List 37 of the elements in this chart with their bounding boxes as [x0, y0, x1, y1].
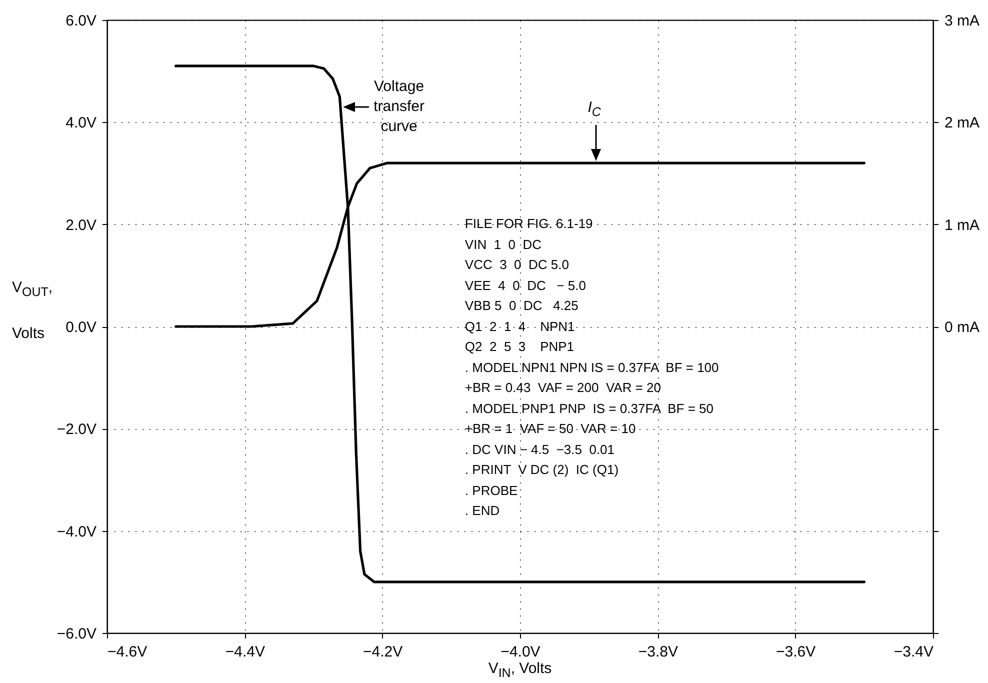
- annotation: I$_{C}$: [588, 99, 601, 120]
- x-tick-label: −4.6V: [108, 644, 148, 660]
- x-tick-label: −4.0V: [500, 644, 540, 660]
- annotation: VCC 3 0 DC 5.0: [464, 256, 570, 274]
- annotation: . END: [464, 502, 501, 520]
- x-axis-title: V$_{IN}$, Volts: [487, 660, 553, 680]
- y-tick-label: −2.0V: [56, 421, 96, 438]
- annotation: . PRINT V DC (2) IC (Q1): [464, 461, 620, 480]
- annotation: +BR = 0.43 VAF = 200 VAR = 20: [464, 379, 662, 398]
- x-tick-label: −3.8V: [638, 644, 678, 660]
- annotation: . DC VIN − 4.5 −3.5 0.01: [464, 440, 616, 459]
- y2-tick-label: 1 mA: [944, 216, 980, 234]
- annotation: VIN 1 0 DC: [464, 236, 542, 254]
- annotation: VEE 4 0 DC − 5.0: [464, 276, 587, 295]
- text: V$_{OUT}$, Volts: [12, 278, 53, 342]
- annotation: Voltage transfer curve: [372, 76, 426, 137]
- y2-tick-label: 3 mA: [944, 12, 980, 30]
- y-tick-label: 4.0V: [66, 114, 96, 132]
- x-tick-label: −4.2V: [363, 644, 403, 660]
- annotation: Q2 2 5 3 PNP1: [464, 338, 576, 356]
- annotation: +BR = 1 VAF = 50 VAR = 10: [464, 420, 637, 438]
- x-tick-label: −4.4V: [225, 644, 265, 660]
- y2-tick-label: 2 mA: [944, 114, 980, 132]
- annotation: FILE FOR FIG. 6.1-19: [464, 215, 594, 234]
- y2-tick-label: 0 mA: [944, 319, 980, 336]
- annotation: Q1 2 1 4 NPN1: [464, 318, 576, 336]
- annotation: . MODEL NPN1 NPN IS = 0.37FA BF = 100: [464, 358, 719, 377]
- y-tick-label: −4.0V: [56, 523, 96, 540]
- x-tick-label: −3.6V: [776, 644, 816, 660]
- x-tick-label: −3.4V: [894, 644, 934, 660]
- annotation: . MODEL PNP1 PNP IS = 0.37FA BF = 50: [464, 400, 714, 418]
- annotation: . PROBE: [464, 482, 519, 500]
- y-tick-label: 6.0V: [66, 12, 96, 30]
- annotation: VBB 5 0 DC 4.25: [464, 297, 580, 316]
- y-tick-label: −6.0V: [56, 626, 96, 642]
- y-tick-label: 0.0V: [66, 319, 96, 336]
- y-tick-label: 2.0V: [66, 216, 96, 234]
